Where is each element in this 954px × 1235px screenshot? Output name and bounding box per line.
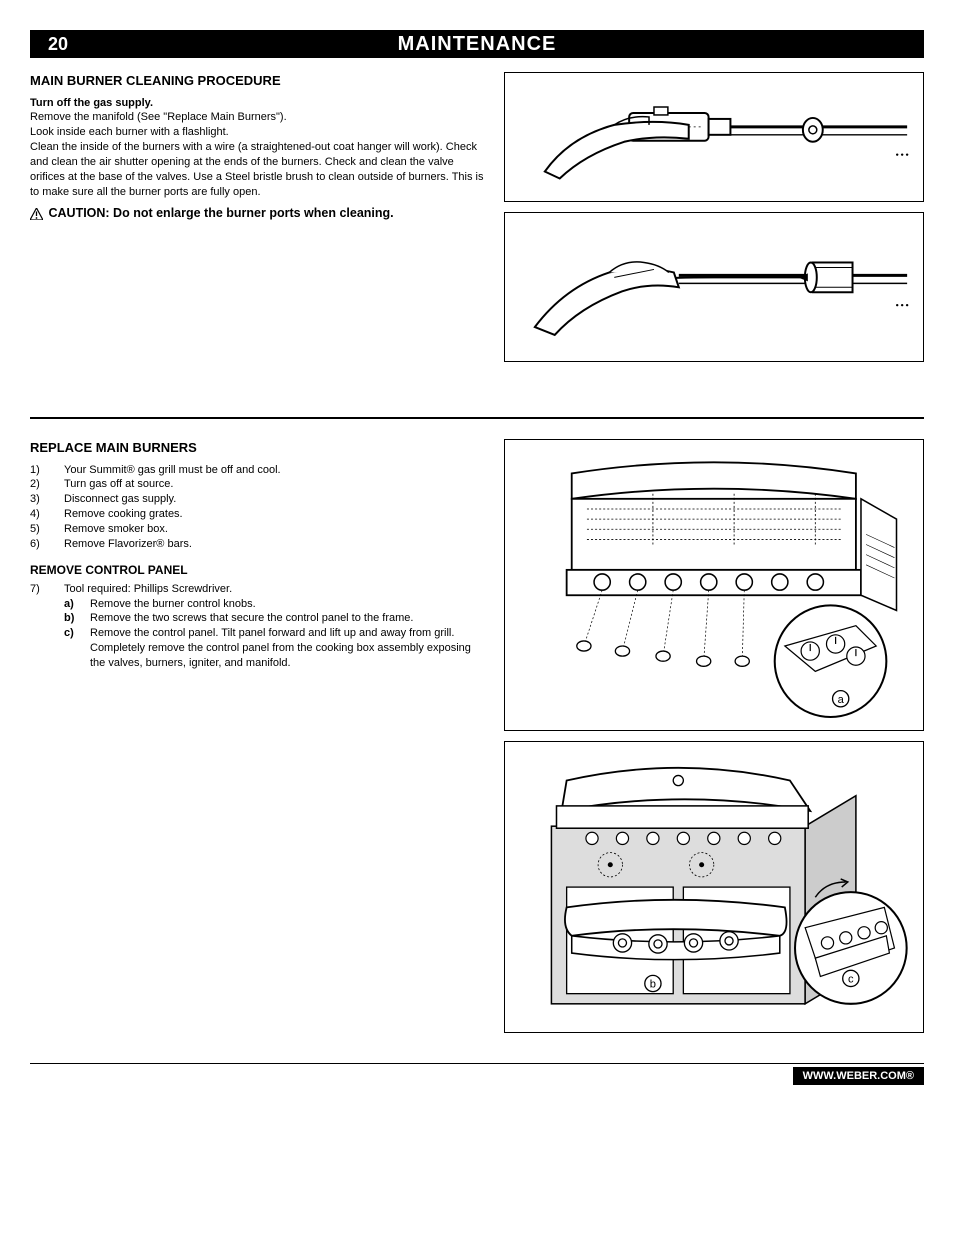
replace-figures: a: [504, 439, 924, 1033]
step-6-text: Remove Flavorizer® bars.: [64, 538, 192, 550]
footer-url: WWW.WEBER.COM®: [793, 1067, 924, 1085]
substep-b-text: Remove the two screws that secure the co…: [90, 612, 413, 624]
step-5: Remove smoker box.: [30, 522, 484, 537]
header-bar: 20 MAINTENANCE: [30, 30, 924, 58]
step-3: Disconnect gas supply.: [30, 492, 484, 507]
page-number: 20: [30, 34, 68, 55]
step7-list: Tool required: Phillips Screwdriver.: [30, 582, 484, 597]
flashlight-burner-svg: [515, 76, 912, 198]
substep-b-label: b): [64, 611, 84, 626]
step-1: Your Summit® gas grill must be off and c…: [30, 463, 484, 478]
step-2-text: Turn gas off at source.: [64, 478, 173, 490]
footer-bar: WWW.WEBER.COM®: [30, 1067, 924, 1085]
substeps-list: a) Remove the burner control knobs. b) Rem…: [64, 597, 484, 671]
callout-b-text: b: [650, 978, 656, 990]
cleaning-p2: Look inside each burner with a flashligh…: [30, 125, 484, 140]
figure-control-panel: b c: [504, 741, 924, 1033]
grill-panel-svg: b c: [509, 745, 919, 1029]
step-7: Tool required: Phillips Screwdriver.: [30, 582, 484, 597]
figure-flashlight: [504, 72, 924, 202]
substep-c: c) Remove the control panel. Tilt panel f…: [64, 626, 484, 671]
step-5-text: Remove smoker box.: [64, 523, 168, 535]
replace-heading: REPLACE MAIN BURNERS: [30, 439, 484, 457]
section-divider: [30, 417, 924, 419]
cleaning-p3: Clean the inside of the burners with a w…: [30, 140, 484, 199]
replace-steps-list: Your Summit® gas grill must be off and c…: [30, 463, 484, 552]
step-1-text: Your Summit® gas grill must be off and c…: [64, 464, 281, 476]
header-title: MAINTENANCE: [398, 33, 557, 56]
step-2: Turn gas off at source.: [30, 477, 484, 492]
substep-c-text: Remove the control panel. Tilt panel for…: [90, 627, 471, 669]
figure-wire-clean: [504, 212, 924, 362]
footer: WWW.WEBER.COM®: [30, 1063, 924, 1085]
cleaning-bold-line: Turn off the gas supply.: [30, 96, 484, 111]
figure-knobs: a: [504, 439, 924, 731]
substep-a: a) Remove the burner control knobs.: [64, 597, 484, 612]
section-replace: REPLACE MAIN BURNERS Your Summit® gas gr…: [30, 439, 924, 1033]
cleaning-text-column: MAIN BURNER CLEANING PROCEDURE Turn off …: [30, 72, 484, 387]
substep-a-text: Remove the burner control knobs.: [90, 598, 256, 610]
step-7-lead: Tool required: Phillips Screwdriver.: [64, 583, 232, 595]
substep-a-label: a): [64, 597, 84, 612]
section-cleaning: MAIN BURNER CLEANING PROCEDURE Turn off …: [30, 72, 924, 387]
step-6: Remove Flavorizer® bars.: [30, 537, 484, 552]
callout-a-text: a: [838, 694, 845, 706]
callout-c-text: c: [848, 973, 854, 985]
step-3-text: Disconnect gas supply.: [64, 493, 176, 505]
replace-text-column: REPLACE MAIN BURNERS Your Summit® gas gr…: [30, 439, 484, 1033]
cleaning-p1: Remove the manifold (See "Replace Main B…: [30, 110, 484, 125]
caution-text: CAUTION: Do not enlarge the burner ports…: [48, 206, 393, 220]
substep-b: b) Remove the two screws that secure the …: [64, 611, 484, 626]
footer-rule: [30, 1063, 924, 1064]
cleaning-figures: [504, 72, 924, 387]
remove-panel-subhead: REMOVE CONTROL PANEL: [30, 562, 484, 578]
step-4: Remove cooking grates.: [30, 507, 484, 522]
step-4-text: Remove cooking grates.: [64, 508, 183, 520]
grill-knobs-svg: a: [509, 443, 919, 727]
caution-line: CAUTION: Do not enlarge the burner ports…: [30, 205, 484, 222]
substep-c-label: c): [64, 626, 84, 641]
warning-triangle-icon: [30, 208, 43, 220]
wire-clean-svg: [515, 217, 912, 358]
cleaning-heading: MAIN BURNER CLEANING PROCEDURE: [30, 72, 484, 90]
